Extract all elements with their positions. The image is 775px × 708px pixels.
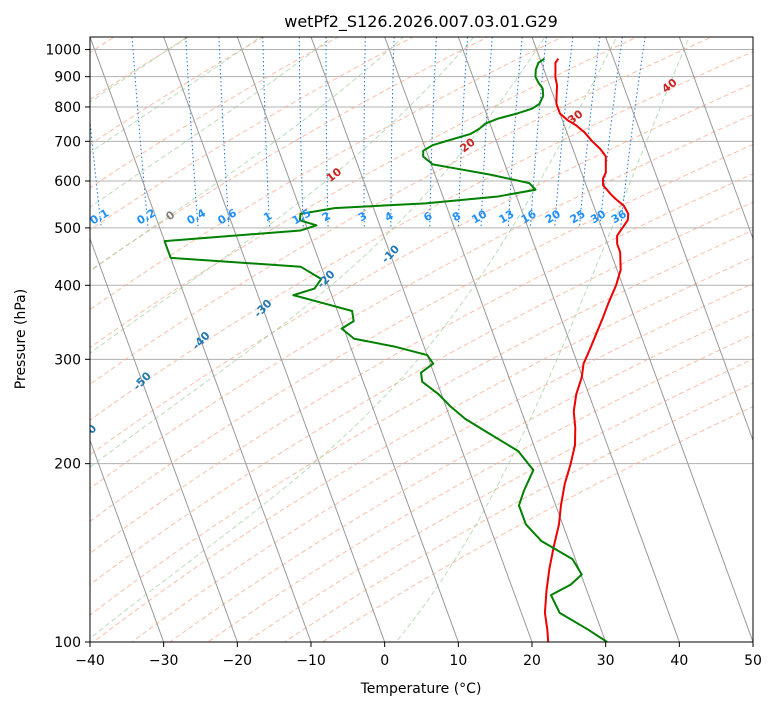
y-tick-label: 100 bbox=[54, 635, 81, 651]
dry-adiabat bbox=[90, 37, 564, 311]
isotherm bbox=[605, 37, 753, 442]
mixing-ratio-line bbox=[457, 37, 469, 228]
moist-adiabat bbox=[90, 37, 262, 154]
dry-adiabat bbox=[90, 37, 489, 271]
x-tick-label: 0 bbox=[380, 653, 389, 669]
dewpoint-line bbox=[163, 57, 608, 642]
isotherm bbox=[90, 37, 312, 642]
x-tick-label: 50 bbox=[744, 653, 762, 669]
mixing-ratio-line bbox=[298, 37, 304, 228]
sounding-traces bbox=[163, 57, 630, 642]
dry-adiabat bbox=[169, 308, 753, 642]
dry-adiabats bbox=[90, 37, 753, 642]
isotherm bbox=[310, 37, 533, 642]
axes: −40 −30 −20 −10 0 10 20 30 40 50 1000 900 800 700 600 5… bbox=[45, 43, 762, 669]
dry-adiabat bbox=[90, 113, 753, 490]
isotherm bbox=[90, 237, 238, 642]
moist-adiabat bbox=[395, 37, 690, 642]
dry-adiabat bbox=[90, 37, 415, 231]
pressure-grid bbox=[90, 49, 753, 642]
dry-adiabat bbox=[283, 382, 753, 642]
y-tick-label: 800 bbox=[54, 100, 81, 116]
x-tick-label: 30 bbox=[597, 653, 615, 669]
mixing-ratio-line bbox=[262, 37, 271, 228]
y-tick-label: 700 bbox=[54, 134, 81, 150]
isotherm bbox=[90, 438, 165, 642]
y-tick-label: 300 bbox=[54, 352, 81, 368]
isotherm bbox=[163, 37, 386, 642]
dry-adiabat bbox=[245, 358, 753, 642]
dry-adiabat bbox=[90, 37, 713, 385]
x-tick-label: −20 bbox=[223, 653, 253, 669]
mixing-ratio-line bbox=[218, 37, 230, 228]
y-tick-label: 900 bbox=[54, 70, 81, 86]
isotherms bbox=[90, 37, 753, 642]
plot-frame bbox=[89, 36, 754, 643]
isotherm bbox=[457, 37, 680, 642]
x-tick-label: −40 bbox=[75, 653, 105, 669]
in-plot-labels: 0.10.20.40.611.52346810131620253036-100-… bbox=[76, 76, 680, 446]
moist-adiabat bbox=[90, 37, 618, 640]
dry-adiabat bbox=[90, 82, 753, 456]
x-tick-label: 40 bbox=[670, 653, 688, 669]
y-tick-label: 200 bbox=[54, 457, 81, 473]
mixing-ratio-line bbox=[363, 37, 366, 228]
isotherm bbox=[678, 37, 753, 241]
moist-adiabat bbox=[90, 37, 404, 272]
y-tick-label: 500 bbox=[54, 221, 81, 237]
dry-adiabat bbox=[90, 51, 753, 421]
mixing-ratio-lines bbox=[90, 37, 646, 228]
mixing-ratio-line bbox=[429, 37, 437, 228]
dry-adiabat bbox=[90, 37, 639, 349]
x-tick-label: −30 bbox=[149, 653, 179, 669]
isotherm bbox=[384, 37, 607, 642]
mixing-ratio-line bbox=[325, 37, 329, 228]
dry-adiabat bbox=[90, 173, 753, 555]
moist-adiabat bbox=[90, 37, 475, 354]
x-axis-label: Temperature (°C) bbox=[360, 681, 482, 697]
dry-adiabat bbox=[92, 256, 753, 642]
dry-adiabat bbox=[90, 201, 753, 586]
mixing-ratio-line bbox=[390, 37, 395, 228]
temperature-line bbox=[543, 58, 630, 642]
isotherm bbox=[236, 37, 459, 642]
x-tick-label: 10 bbox=[449, 653, 467, 669]
moist-adiabat bbox=[90, 37, 189, 103]
isotherm-label: -60 bbox=[76, 422, 99, 446]
y-tick-label: 1000 bbox=[45, 43, 81, 59]
x-tick-label: −10 bbox=[296, 653, 326, 669]
mixing-ratio-line bbox=[480, 37, 493, 228]
x-tick-label: 20 bbox=[523, 653, 541, 669]
mixing-ratio-line bbox=[185, 37, 199, 228]
y-tick-label: 600 bbox=[54, 174, 81, 190]
dry-adiabat bbox=[321, 406, 753, 642]
y-axis-label: Pressure (hPa) bbox=[13, 289, 29, 389]
isotherm bbox=[531, 37, 753, 642]
y-tick-label: 400 bbox=[54, 278, 81, 294]
chart-title: wetPf2_S126.2026.007.03.01.G29 bbox=[284, 12, 558, 32]
dry-adiabat bbox=[207, 333, 753, 642]
dry-adiabat bbox=[90, 229, 753, 616]
